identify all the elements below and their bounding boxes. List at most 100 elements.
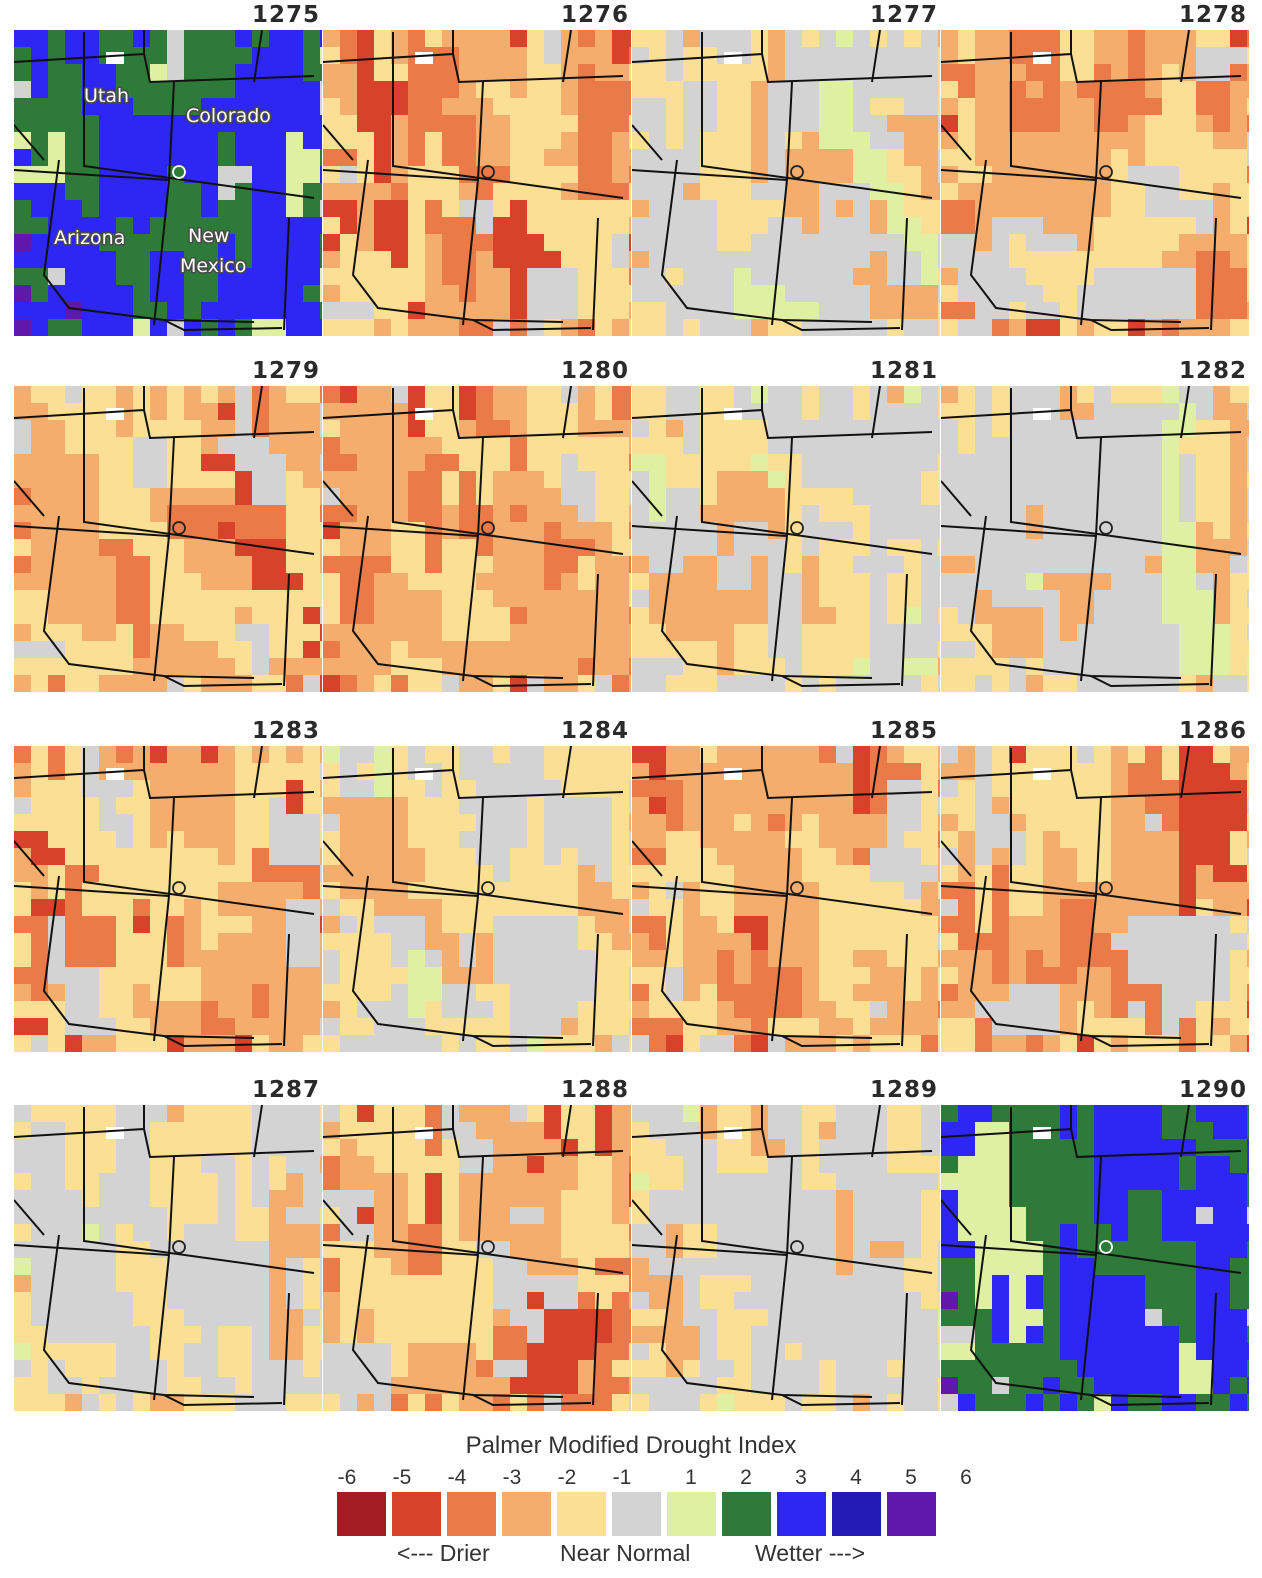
pmdi-cell — [768, 797, 786, 815]
pmdi-cell — [286, 1258, 304, 1276]
pmdi-cell — [1247, 217, 1249, 235]
pmdi-cell — [666, 217, 684, 235]
pmdi-cell — [82, 624, 100, 642]
pmdi-cell — [340, 780, 358, 798]
pmdi-cell — [391, 505, 409, 523]
pmdi-cell — [357, 1343, 375, 1361]
pmdi-cell — [941, 658, 959, 676]
pmdi-cell — [785, 217, 803, 235]
pmdi-cell — [1043, 251, 1061, 269]
pmdi-cell — [595, 1122, 613, 1140]
pmdi-cell — [561, 302, 579, 320]
pmdi-cell — [99, 1207, 117, 1225]
pmdi-cell — [167, 1394, 185, 1411]
pmdi-cell — [167, 573, 185, 591]
pmdi-cell — [150, 916, 168, 934]
pmdi-cell — [476, 132, 494, 150]
pmdi-cell — [459, 471, 477, 489]
state-border — [701, 748, 933, 915]
pmdi-cell — [1009, 488, 1027, 506]
pmdi-cell — [510, 30, 528, 48]
pmdi-cell — [442, 234, 460, 252]
pmdi-cell — [629, 234, 631, 252]
pmdi-cell — [544, 234, 562, 252]
pmdi-cell — [150, 1173, 168, 1191]
pmdi-cell — [374, 1275, 392, 1293]
pmdi-cell — [1145, 831, 1163, 849]
pmdi-cell — [629, 302, 631, 320]
pmdi-cell — [853, 1001, 871, 1019]
pmdi-cell — [578, 1377, 596, 1395]
pmdi-cell — [391, 1292, 409, 1310]
pmdi-cell — [1128, 556, 1146, 574]
pmdi-cell — [323, 30, 341, 48]
pmdi-cell — [1128, 403, 1146, 421]
state-border — [1070, 769, 1242, 800]
pmdi-cell — [235, 658, 253, 676]
pmdi-cell — [269, 1156, 287, 1174]
pmdi-cell — [1162, 539, 1180, 557]
pmdi-cell — [357, 268, 375, 286]
pmdi-cell — [493, 217, 511, 235]
pmdi-cell — [150, 1360, 168, 1378]
pmdi-cell — [819, 1035, 837, 1052]
pmdi-cell — [1213, 454, 1231, 472]
year-label: 1281 — [869, 358, 938, 384]
pmdi-cell — [958, 916, 976, 934]
pmdi-cell — [595, 624, 613, 642]
pmdi-cell — [116, 539, 134, 557]
pmdi-cell — [218, 573, 236, 591]
pmdi-cell — [632, 268, 650, 286]
pmdi-cell — [116, 607, 134, 625]
state-border — [1095, 437, 1102, 537]
pmdi-cell — [459, 556, 477, 574]
pmdi-cell — [1196, 437, 1214, 455]
pmdi-cell — [1213, 641, 1231, 659]
pmdi-cell — [303, 1122, 321, 1140]
pmdi-cell — [320, 950, 322, 968]
pmdi-cell — [853, 933, 871, 951]
pmdi-cell — [1247, 505, 1249, 523]
pmdi-cell — [442, 590, 460, 608]
pmdi-cell — [133, 132, 151, 150]
pmdi-cell — [836, 590, 854, 608]
pmdi-cell — [510, 1360, 528, 1378]
pmdi-cell — [303, 471, 321, 489]
state-border — [901, 933, 908, 1047]
pmdi-cell — [751, 865, 769, 883]
pmdi-cell — [133, 797, 151, 815]
pmdi-cell — [235, 64, 253, 82]
pmdi-cell — [1162, 200, 1180, 218]
pmdi-cell — [476, 1018, 494, 1036]
pmdi-cell — [649, 522, 667, 540]
pmdi-cell — [201, 183, 219, 201]
pmdi-cell — [975, 488, 993, 506]
pmdi-cell — [1060, 624, 1078, 642]
pmdi-cell — [1009, 607, 1027, 625]
pmdi-cell — [938, 454, 940, 472]
pmdi-cell — [269, 831, 287, 849]
pmdi-cell — [323, 1190, 341, 1208]
pmdi-cell — [612, 1360, 630, 1378]
pmdi-cell — [286, 590, 304, 608]
pmdi-cell — [870, 98, 888, 116]
pmdi-cell — [1247, 1018, 1249, 1036]
pmdi-cell — [904, 1018, 922, 1036]
pmdi-cell — [941, 454, 959, 472]
pmdi-cell — [425, 1275, 443, 1293]
pmdi-cell — [544, 1173, 562, 1191]
pmdi-cell — [683, 488, 701, 506]
pmdi-cell — [1128, 183, 1146, 201]
pmdi-cell — [1009, 763, 1027, 781]
pmdi-cell — [201, 1258, 219, 1276]
pmdi-cell — [836, 865, 854, 883]
pmdi-cell — [632, 81, 650, 99]
pmdi-cell — [493, 1190, 511, 1208]
pmdi-cell — [819, 882, 837, 900]
pmdi-cell — [374, 1018, 392, 1036]
state-border — [941, 885, 1097, 897]
pmdi-cell — [1043, 658, 1061, 676]
pmdi-cell — [1128, 251, 1146, 269]
pmdi-cell — [167, 302, 185, 320]
pmdi-cell — [700, 763, 718, 781]
